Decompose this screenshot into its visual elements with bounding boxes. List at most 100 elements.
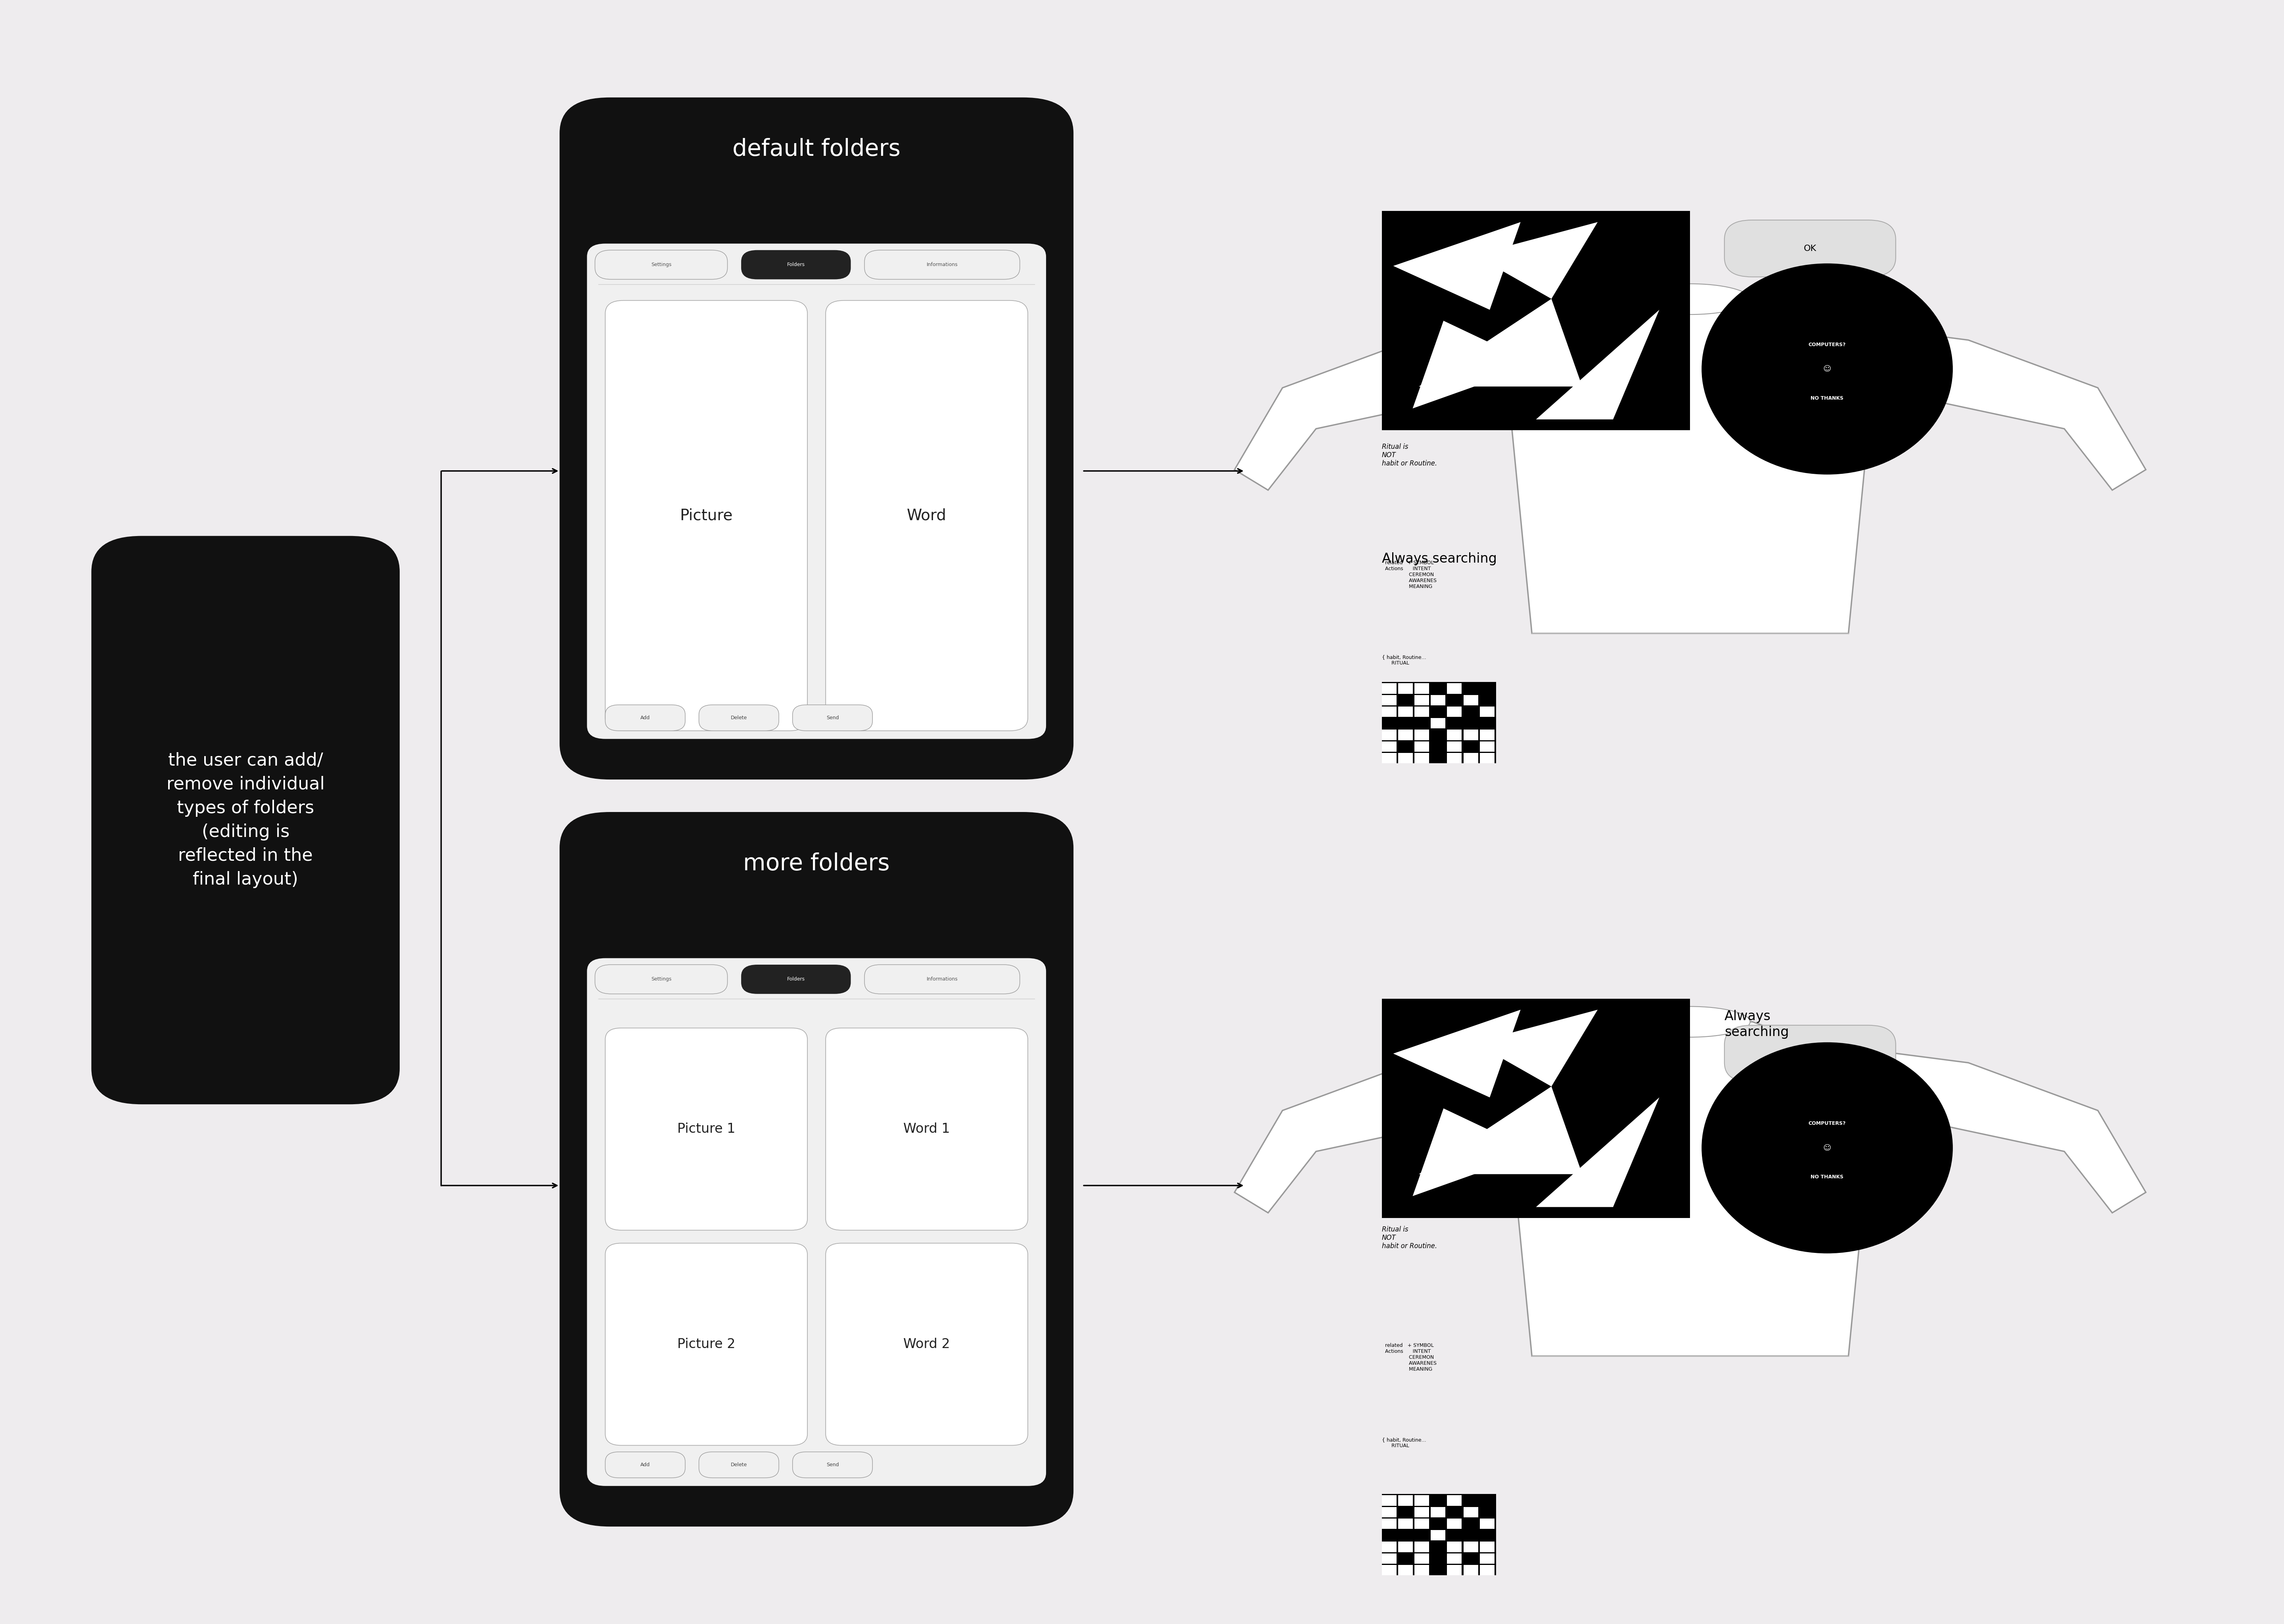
Bar xyxy=(1430,718,1446,729)
Bar xyxy=(1448,754,1462,763)
Text: COMPUTERS?: COMPUTERS? xyxy=(1809,343,1845,348)
FancyBboxPatch shape xyxy=(605,1452,685,1478)
FancyBboxPatch shape xyxy=(587,244,1046,739)
Bar xyxy=(1448,1541,1462,1553)
Polygon shape xyxy=(1393,222,1521,310)
Text: default folders: default folders xyxy=(733,138,900,161)
Text: ☺: ☺ xyxy=(1823,365,1832,374)
FancyBboxPatch shape xyxy=(827,1244,1028,1445)
Polygon shape xyxy=(1412,1108,1535,1195)
Bar xyxy=(1464,1541,1478,1553)
FancyBboxPatch shape xyxy=(699,1452,779,1478)
Bar xyxy=(1430,1507,1446,1517)
Ellipse shape xyxy=(1702,1043,1953,1254)
Bar xyxy=(1414,1566,1430,1575)
Polygon shape xyxy=(1475,222,1599,299)
Bar xyxy=(1382,211,1690,430)
Bar xyxy=(1448,741,1462,752)
FancyBboxPatch shape xyxy=(605,300,809,731)
Bar xyxy=(1464,695,1478,705)
FancyBboxPatch shape xyxy=(863,250,1021,279)
Polygon shape xyxy=(1412,322,1535,409)
Bar xyxy=(1414,729,1430,741)
Bar xyxy=(1414,1518,1430,1528)
Polygon shape xyxy=(1233,299,2147,633)
Text: related   + SYMBOL
  Actions      INTENT
                 CEREMON
              : related + SYMBOL Actions INTENT CEREMON xyxy=(1382,560,1437,590)
Bar xyxy=(1414,1541,1430,1553)
Text: Picture 1: Picture 1 xyxy=(678,1122,735,1135)
Bar xyxy=(1414,706,1430,716)
Text: ☺: ☺ xyxy=(1823,1143,1832,1151)
Text: Picture 2: Picture 2 xyxy=(678,1338,735,1351)
Bar xyxy=(1464,754,1478,763)
Bar xyxy=(1414,684,1430,693)
FancyBboxPatch shape xyxy=(1724,1025,1896,1082)
Bar xyxy=(1382,1553,1396,1564)
Bar xyxy=(1480,754,1494,763)
Bar xyxy=(1382,1496,1396,1505)
Bar xyxy=(1448,1566,1462,1575)
Bar xyxy=(1398,1496,1414,1505)
FancyBboxPatch shape xyxy=(605,1028,809,1231)
Bar xyxy=(1398,706,1414,716)
Bar xyxy=(1414,1553,1430,1564)
Bar xyxy=(1382,1518,1396,1528)
Bar xyxy=(1382,999,1690,1218)
Text: NO THANKS: NO THANKS xyxy=(1811,1174,1843,1179)
Bar xyxy=(1480,1566,1494,1575)
Text: Picture: Picture xyxy=(681,508,733,523)
Bar xyxy=(1414,741,1430,752)
Text: Settings: Settings xyxy=(651,976,671,983)
Text: more folders: more folders xyxy=(742,853,891,875)
Text: Word 2: Word 2 xyxy=(904,1338,950,1351)
Bar xyxy=(1398,729,1414,741)
Text: Settings: Settings xyxy=(651,261,671,268)
Bar xyxy=(1398,754,1414,763)
Text: Word 1: Word 1 xyxy=(904,1122,950,1135)
Text: Send: Send xyxy=(827,715,838,721)
FancyBboxPatch shape xyxy=(605,705,685,731)
Bar xyxy=(1448,729,1462,741)
Polygon shape xyxy=(1418,1086,1583,1174)
Polygon shape xyxy=(1418,299,1583,387)
Text: Add: Add xyxy=(640,1462,651,1468)
Text: { habit, Routine...
      RITUAL: { habit, Routine... RITUAL xyxy=(1382,1437,1425,1449)
FancyBboxPatch shape xyxy=(594,965,726,994)
Polygon shape xyxy=(1475,1010,1599,1086)
Bar xyxy=(1430,695,1446,705)
Bar xyxy=(1480,741,1494,752)
Text: the user can add/
remove individual
types of folders
(editing is
reflected in th: the user can add/ remove individual type… xyxy=(167,752,324,888)
Text: related   + SYMBOL
  Actions      INTENT
                 CEREMON
              : related + SYMBOL Actions INTENT CEREMON xyxy=(1382,1343,1437,1372)
Polygon shape xyxy=(1535,1098,1658,1207)
Bar xyxy=(1480,729,1494,741)
FancyBboxPatch shape xyxy=(827,1028,1028,1231)
Bar xyxy=(1480,706,1494,716)
Text: OK: OK xyxy=(1804,245,1816,252)
Bar xyxy=(1414,1507,1430,1517)
FancyBboxPatch shape xyxy=(560,97,1073,780)
Bar xyxy=(1464,1507,1478,1517)
Text: Send: Send xyxy=(827,1462,838,1468)
Bar xyxy=(1382,1566,1396,1575)
Bar xyxy=(1382,706,1396,716)
Bar xyxy=(1480,1553,1494,1564)
Bar xyxy=(1382,741,1396,752)
Text: Word: Word xyxy=(907,508,946,523)
Text: COMPUTERS?: COMPUTERS? xyxy=(1809,1121,1845,1125)
Text: Folders: Folders xyxy=(788,976,804,983)
Text: OK: OK xyxy=(1804,1049,1816,1057)
Ellipse shape xyxy=(1631,284,1750,315)
Bar xyxy=(1464,729,1478,741)
Bar xyxy=(1382,754,1396,763)
Bar xyxy=(1480,1541,1494,1553)
Bar xyxy=(1448,1553,1462,1564)
FancyBboxPatch shape xyxy=(793,705,872,731)
Polygon shape xyxy=(1393,1010,1521,1098)
Bar xyxy=(1414,754,1430,763)
Ellipse shape xyxy=(1702,263,1953,474)
Bar xyxy=(1448,1518,1462,1528)
Text: Informations: Informations xyxy=(927,261,957,268)
FancyBboxPatch shape xyxy=(863,965,1021,994)
FancyBboxPatch shape xyxy=(740,250,850,279)
Bar xyxy=(1480,1518,1494,1528)
